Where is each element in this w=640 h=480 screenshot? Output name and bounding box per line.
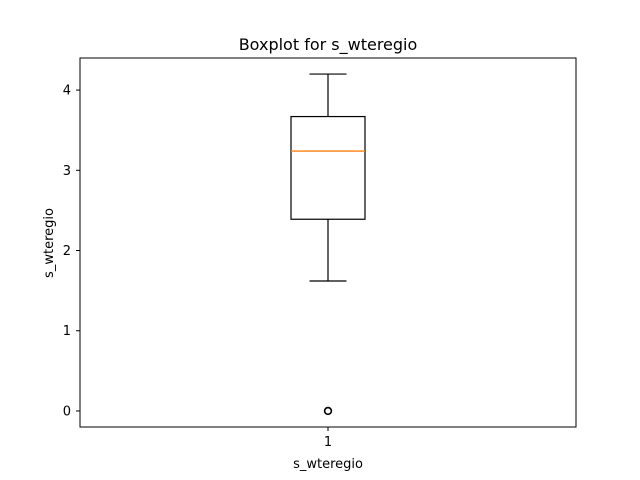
chart-title: Boxplot for s_wteregio bbox=[239, 35, 418, 55]
y-tick-label: 3 bbox=[63, 164, 71, 179]
outlier-point bbox=[323, 406, 333, 416]
y-tick-label: 0 bbox=[63, 404, 71, 419]
y-tick-label: 1 bbox=[63, 324, 71, 339]
y-axis-ticks: 0 1 2 3 4 bbox=[63, 84, 80, 419]
x-axis-label: s_wteregio bbox=[293, 457, 363, 472]
x-axis-ticks: 1 bbox=[324, 427, 332, 450]
y-tick-label: 2 bbox=[63, 244, 71, 259]
y-axis-label: s_wteregio bbox=[42, 208, 57, 278]
box-group bbox=[290, 73, 366, 416]
plot-area-frame bbox=[79, 57, 577, 428]
interquartile-box bbox=[290, 115, 366, 220]
y-tick-label: 4 bbox=[63, 84, 71, 99]
x-tick-label: 1 bbox=[324, 435, 332, 450]
